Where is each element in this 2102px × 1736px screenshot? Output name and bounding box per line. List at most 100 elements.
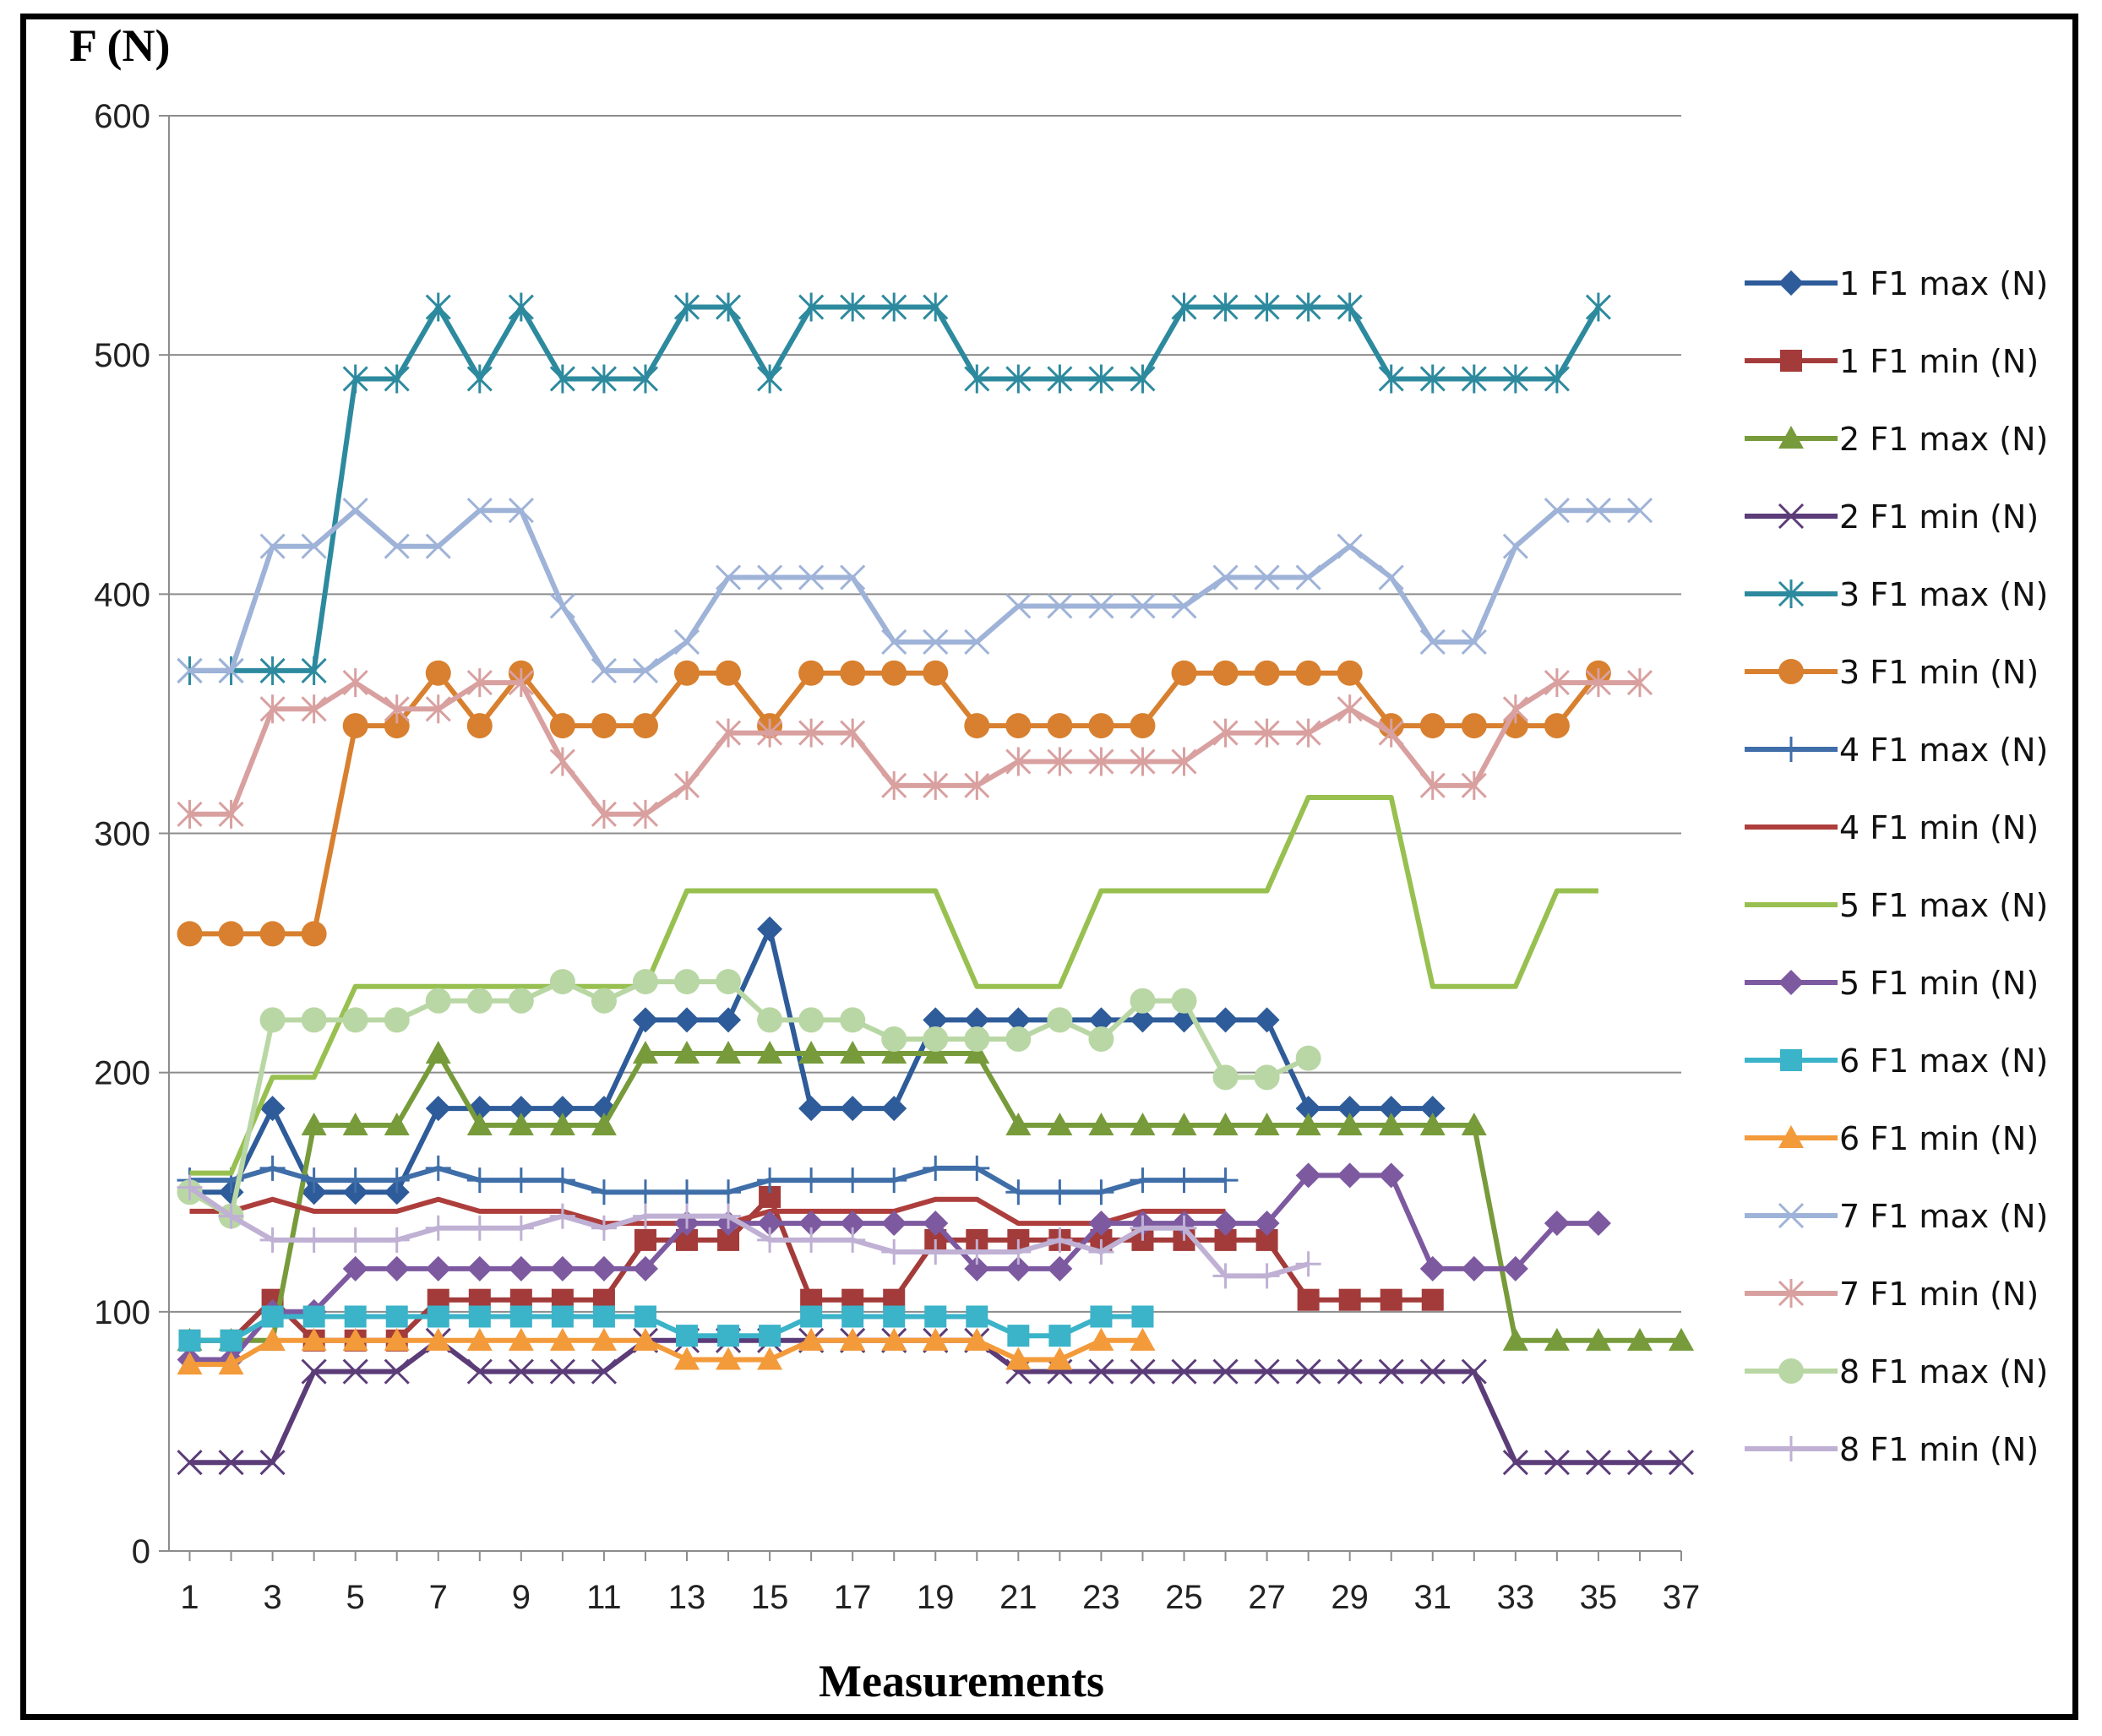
data-point [259,1007,286,1033]
data-point [301,1227,327,1253]
data-point [1254,718,1280,748]
data-point [1088,1007,1114,1033]
series-line [189,1196,1226,1227]
data-point [1337,1096,1363,1122]
data-point [798,1007,825,1033]
data-point [177,1450,203,1476]
data-point [840,1096,866,1122]
data-point [1780,1049,1802,1071]
legend: 1 F1 max (N) 1 F1 min (N) 2 F1 max (N) 2 F1… [1745,265,2048,1468]
data-point [1088,1179,1114,1205]
data-point [1254,1263,1280,1289]
data-point [798,1227,825,1253]
legend-label: 8 F1 min (N) [1839,1431,2039,1468]
data-point [1295,1162,1321,1189]
data-point [673,292,700,322]
legend-item: 5 F1 max (N) [1745,887,2048,924]
data-point [425,292,451,322]
series-line [189,795,1598,1176]
data-point [1088,747,1114,776]
data-point [757,564,783,590]
data-point [1337,292,1363,322]
data-point [1378,1162,1404,1189]
data-point [591,1358,617,1385]
series-line [188,979,1310,1219]
data-point [881,1167,907,1194]
legend-label: 4 F1 max (N) [1839,732,2048,769]
data-point [1171,1167,1197,1194]
data-point [1337,1162,1363,1189]
data-point [964,1026,990,1053]
data-point [1461,1255,1487,1282]
legend-label: 2 F1 max (N) [1839,421,2048,458]
data-point [840,1167,866,1194]
data-point [508,1167,534,1194]
legend-label: 5 F1 min (N) [1839,965,2039,1002]
data-point [840,1211,866,1237]
data-point [384,533,410,559]
data-point [1778,270,1804,296]
data-point [591,1112,617,1135]
x-tick-label: 27 [1248,1579,1286,1616]
legend-label: 4 F1 min (N) [1839,809,2039,846]
data-point [881,292,907,322]
data-point [177,799,203,829]
data-point [342,1112,368,1135]
x-tick-label: 9 [512,1579,531,1616]
data-point [1502,1327,1528,1351]
plot-area [177,292,1695,1476]
data-point [384,694,410,724]
data-point [798,1167,825,1194]
data-point [1295,1251,1321,1277]
data-point [1088,713,1114,739]
data-point [259,1327,286,1351]
data-point [1130,988,1156,1014]
data-point [1585,668,1611,698]
legend-item: 5 F1 min (N) [1745,965,2039,1002]
data-point [634,1228,656,1251]
data-point [385,1305,408,1328]
data-point [466,498,493,524]
data-point [591,1327,617,1351]
data-point [1212,1007,1239,1033]
data-point [716,1203,742,1229]
data-point [1130,747,1156,776]
data-point [384,713,410,739]
x-tick-label: 15 [751,1579,789,1616]
data-point [840,1327,866,1351]
data-point [549,364,575,394]
data-point [1778,1279,1805,1308]
data-point [259,694,286,724]
data-point [1130,1327,1156,1351]
data-point [1005,747,1032,776]
data-point [1544,1327,1570,1351]
series-line [189,1337,1681,1466]
data-point [1005,593,1032,619]
data-point [301,1358,327,1385]
data-point [798,292,825,322]
data-point [384,1358,410,1385]
data-point [342,1227,368,1253]
series-13 [177,498,1653,684]
data-point [1171,1358,1197,1385]
data-point [840,660,866,686]
data-point [798,1211,825,1237]
data-point [1047,1347,1073,1370]
x-tick-label: 5 [346,1579,365,1616]
data-point [798,564,825,590]
data-point [673,629,700,656]
x-tick-label: 29 [1331,1579,1369,1616]
data-point [674,1203,700,1229]
data-point [1544,364,1570,394]
data-point [344,1305,367,1328]
data-point [1378,564,1404,590]
data-point [342,364,368,394]
data-point [881,1041,907,1064]
data-point [549,713,575,739]
x-tick-label: 35 [1580,1579,1618,1616]
series-7 [177,1155,1239,1205]
data-point [1295,1112,1321,1135]
data-point [1378,1096,1404,1122]
data-point [466,1215,493,1241]
